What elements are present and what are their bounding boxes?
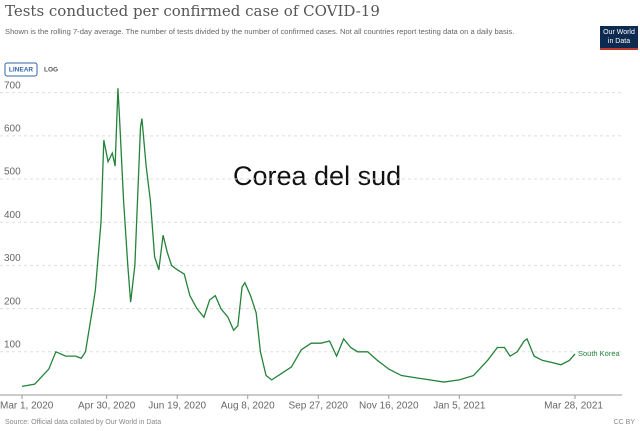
- chart-title: Tests conducted per confirmed case of CO…: [5, 2, 380, 20]
- y-tick-label: 300: [4, 253, 21, 264]
- x-tick-label: Sep 27, 2020: [289, 401, 349, 412]
- x-tick-label: Apr 30, 2020: [78, 401, 136, 412]
- logo-bar: [600, 48, 638, 50]
- x-tick-label: Mar 28, 2021: [544, 401, 603, 412]
- series-line: [21, 88, 576, 388]
- logo[interactable]: [600, 26, 638, 50]
- series-label: South Korea: [578, 349, 621, 358]
- linear-button[interactable]: [4, 62, 38, 77]
- x-tick-label: Mar 1, 2020: [0, 401, 54, 412]
- x-tick-label: Jun 19, 2020: [148, 401, 206, 412]
- y-tick-label: 500: [4, 167, 21, 178]
- subtitle: Shown is the rolling 7-day average. The …: [5, 27, 514, 36]
- linear-label[interactable]: LINEAR: [9, 67, 34, 74]
- y-tick-label: 200: [4, 296, 21, 307]
- y-tick-label: 100: [4, 339, 21, 350]
- y-tick-label: 700: [4, 80, 21, 91]
- y-tick-label: 600: [4, 123, 21, 134]
- y-tick-label: 400: [4, 210, 21, 221]
- license: CC BY: [614, 419, 636, 426]
- logo-text: in Data: [608, 38, 630, 45]
- log-label[interactable]: LOG: [44, 67, 58, 74]
- logo-text: Our World: [603, 29, 635, 36]
- annotation: Corea del sud: [233, 161, 401, 191]
- x-tick-label: Nov 16, 2020: [359, 401, 419, 412]
- x-tick-label: Jan 5, 2021: [433, 401, 486, 412]
- x-tick-label: Aug 8, 2020: [221, 401, 275, 412]
- source: Source: Official data collated by Our Wo…: [5, 419, 161, 426]
